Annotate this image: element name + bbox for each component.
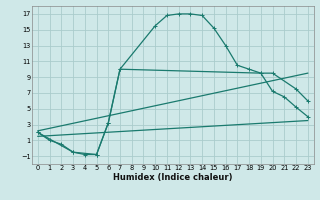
X-axis label: Humidex (Indice chaleur): Humidex (Indice chaleur): [113, 173, 233, 182]
